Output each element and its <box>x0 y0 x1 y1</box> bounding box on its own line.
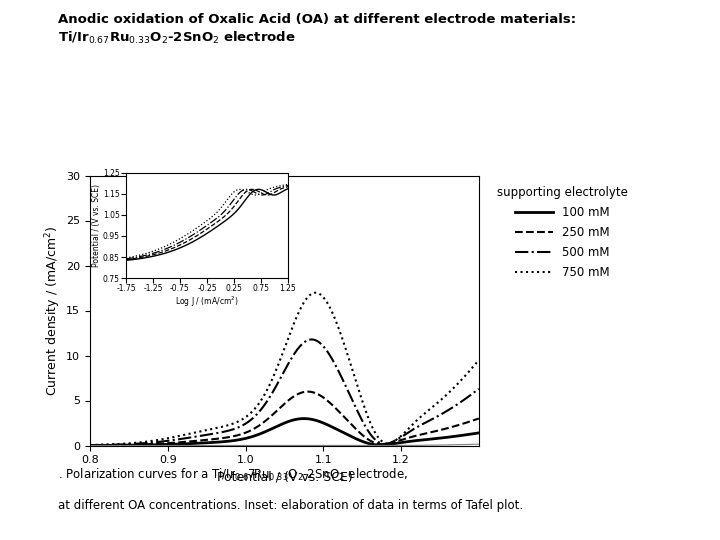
250 mM <box>421 430 430 437</box>
250 mM <box>334 408 343 414</box>
100 mM <box>322 421 330 428</box>
Legend: 100 mM, 250 mM, 500 mM, 750 mM: 100 mM, 250 mM, 500 mM, 750 mM <box>492 181 633 284</box>
500 mM <box>474 386 483 392</box>
750 mM <box>312 289 320 296</box>
Y-axis label: Current density / (mA/cm$^{2}$): Current density / (mA/cm$^{2}$) <box>44 225 63 396</box>
100 mM <box>312 417 320 424</box>
750 mM <box>474 357 483 363</box>
Line: 750 mM: 750 mM <box>90 293 479 445</box>
750 mM <box>86 442 94 448</box>
X-axis label: Potential / (V vs. SCE): Potential / (V vs. SCE) <box>217 471 352 484</box>
750 mM <box>421 410 430 416</box>
250 mM <box>322 397 330 403</box>
Line: 500 mM: 500 mM <box>90 340 479 445</box>
500 mM <box>421 420 430 426</box>
Text: at different OA concentrations. Inset: elaboration of data in terms of Tafel plo: at different OA concentrations. Inset: e… <box>58 500 523 512</box>
250 mM <box>381 441 390 447</box>
500 mM <box>109 442 118 448</box>
Line: 250 mM: 250 mM <box>90 392 479 446</box>
100 mM <box>334 427 343 433</box>
Text: Ti/Ir$_{0.67}$Ru$_{0.33}$O$_2$-2SnO$_2$ electrode: Ti/Ir$_{0.67}$Ru$_{0.33}$O$_2$-2SnO$_2$ … <box>58 30 295 46</box>
250 mM <box>86 442 94 449</box>
500 mM <box>307 336 316 343</box>
Y-axis label: Potential / (V vs. SCE): Potential / (V vs. SCE) <box>92 184 102 267</box>
X-axis label: Log J / (mA/cm$^{2}$): Log J / (mA/cm$^{2}$) <box>175 295 239 309</box>
500 mM <box>312 338 320 344</box>
100 mM <box>474 430 483 436</box>
750 mM <box>311 289 320 296</box>
750 mM <box>322 298 330 305</box>
100 mM <box>300 415 308 422</box>
250 mM <box>304 388 312 395</box>
250 mM <box>312 390 320 397</box>
250 mM <box>474 415 483 422</box>
100 mM <box>421 436 430 443</box>
100 mM <box>381 442 390 448</box>
Text: Anodic oxidation of Oxalic Acid (OA) at different electrode materials:: Anodic oxidation of Oxalic Acid (OA) at … <box>58 14 576 26</box>
250 mM <box>109 442 118 448</box>
Line: 100 mM: 100 mM <box>90 418 479 445</box>
750 mM <box>334 324 343 330</box>
500 mM <box>322 347 330 354</box>
750 mM <box>109 441 118 448</box>
500 mM <box>381 441 390 447</box>
750 mM <box>381 440 390 446</box>
100 mM <box>109 442 118 449</box>
500 mM <box>334 367 343 374</box>
100 mM <box>86 442 94 449</box>
Text: . Polarization curves for a Ti/Ir$_{0.6}$7Ru$_{0.33}$O$_2$-2SnO$_2$ electrode,: . Polarization curves for a Ti/Ir$_{0.6}… <box>58 467 408 483</box>
500 mM <box>86 442 94 448</box>
